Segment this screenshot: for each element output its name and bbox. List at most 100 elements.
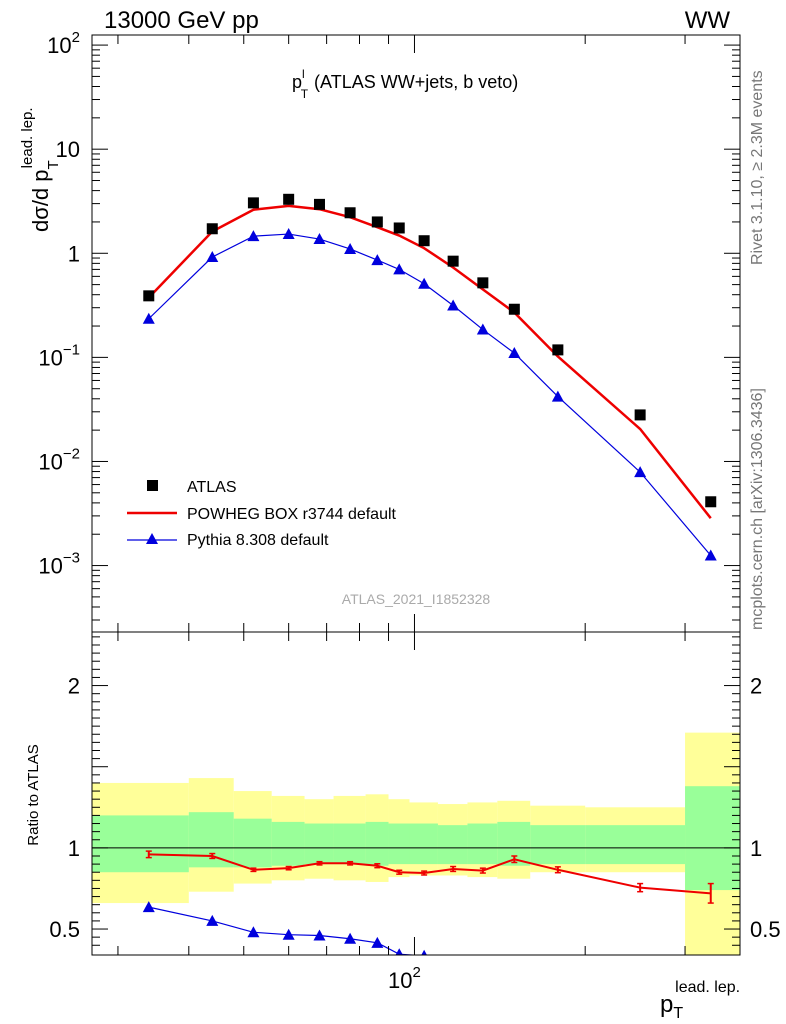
main-ytick-mantissa: 10 [56,137,80,162]
atlas-point [313,198,325,210]
main-ytick-label: 102 [47,29,80,58]
ratio-ytick-label-right: 0.5 [750,917,781,942]
main-ytick-mantissa: 10 [47,33,71,58]
ratio-pythia-line [148,906,421,955]
ratio-xtick-label: 102 [388,964,421,993]
pythia-point [313,233,326,245]
ratio-xtick-exponent: 2 [413,964,421,981]
main-ylabel-main: dσ/d p [28,169,53,232]
pythia-point [508,347,521,359]
pythia-point [551,390,564,402]
header-process: WW [685,7,731,34]
ratio-pythia-point [313,929,326,941]
ratio-band-inner [92,815,189,873]
main-ylabel: dσ/d pTlead. lep. [19,107,62,232]
main-ytick-mantissa: 10 [38,345,62,370]
main-ytick-exponent: −3 [63,550,80,567]
pythia-point [704,549,717,561]
ratio-band-inner [585,825,686,865]
ratio-ytick-label-left: 2 [68,674,80,699]
pythia-point [206,251,219,263]
main-ytick-exponent: −1 [63,341,80,358]
main-ytick-label: 10−1 [38,341,80,370]
main-ytick-label: 10 [56,137,80,162]
legend-pythia-label: Pythia 8.308 default [187,532,329,549]
atlas-point [344,207,356,219]
pythia-point [418,277,431,289]
pythia-point [371,254,384,266]
main-ytick-label: 10−2 [38,445,80,474]
ratio-pythia-point [634,962,646,973]
ratio-pythia-point [552,959,564,970]
ratio-pythia-point [344,932,357,944]
ratio-plot: 0.5 0.51 12 2 102 Ratio to ATLAS pTlead. le… [25,631,781,1022]
main-ytick-exponent: 2 [72,29,80,46]
ratio-band-inner [304,823,334,865]
pythia-point [447,299,460,311]
ratio-band-inner [467,823,498,865]
powheg-line [147,204,712,519]
ratio-ytick-label-right: 1 [750,836,762,861]
ratio-band-inner [233,818,272,868]
atlas-point [371,216,383,228]
atlas-point [477,277,489,289]
analysis-id: ATLAS_2021_I1852328 [342,591,491,607]
ratio-xlabel-sup: lead. lep. [675,979,740,996]
atlas-point [705,496,717,508]
plot-title-main: p [292,72,302,92]
ratio-xlabel-sub: T [673,1005,683,1022]
atlas-point [634,409,646,421]
ratio-pythia-point [421,949,427,955]
ratio-pythia-point [508,959,520,970]
ratio-ytick-label-right: 2 [750,674,762,699]
ratio-xtick-mantissa: 10 [388,968,412,993]
ratio-band-inner [333,823,366,865]
ratio-band-inner [437,825,468,865]
ratio-pythia-point [371,936,384,948]
legend-pythia-marker [146,533,158,544]
main-ytick-mantissa: 10 [38,449,62,474]
pythia-point [282,228,295,240]
pythia-point [476,323,489,335]
ratio-band-inner [388,823,410,865]
main-ytick-mantissa: 1 [68,241,80,266]
ratio-band-inner [530,825,586,865]
ratio-pythia-point [447,955,459,966]
main-ytick-mantissa: 10 [38,554,62,579]
plot-title-sub: T [301,87,309,101]
legend-powheg-label: POWHEG BOX r3744 default [187,506,397,523]
pythia-point [393,263,406,275]
pythia-point [344,242,357,254]
ratio-ytick-label-left: 1 [68,836,80,861]
pythia-point [142,312,155,324]
ratio-pythia-point [247,926,260,938]
plot-title: pl T (ATLAS WW+jets, b veto) [292,67,518,101]
legend-atlas-label: ATLAS [187,479,237,496]
ratio-ytick-label-left: 0.5 [49,917,80,942]
pythia-point [634,466,647,478]
atlas-point [143,290,155,302]
ratio-pythia-point [705,964,717,975]
main-ytick-label: 10−3 [38,550,80,579]
ratio-band-inner [685,786,740,891]
main-ytick-label: 1 [68,241,80,266]
ratio-band-inner [365,821,389,866]
ratio-pythia-point [206,914,219,926]
ratio-pythia-point [142,901,155,913]
plot-title-rest: (ATLAS WW+jets, b veto) [314,72,518,92]
ratio-pythia-point [477,957,489,968]
atlas-point [206,223,218,235]
rivet-version: Rivet 3.1.10, ≥ 2.3M events [749,70,766,265]
atlas-point [393,222,405,234]
atlas-point [508,303,520,315]
ratio-band-inner [271,821,305,866]
ratio-frame [91,631,741,956]
ratio-xlabel: pTlead. lep. [660,979,740,1022]
main-ylabel-sub: T [45,160,62,169]
ratio-pythia-point [395,948,403,955]
main-ylabel-sup: lead. lep. [19,107,36,168]
atlas-point [552,344,564,356]
mcplots-credit: mcplots.cern.ch [arXiv:1306.3436] [749,388,766,630]
